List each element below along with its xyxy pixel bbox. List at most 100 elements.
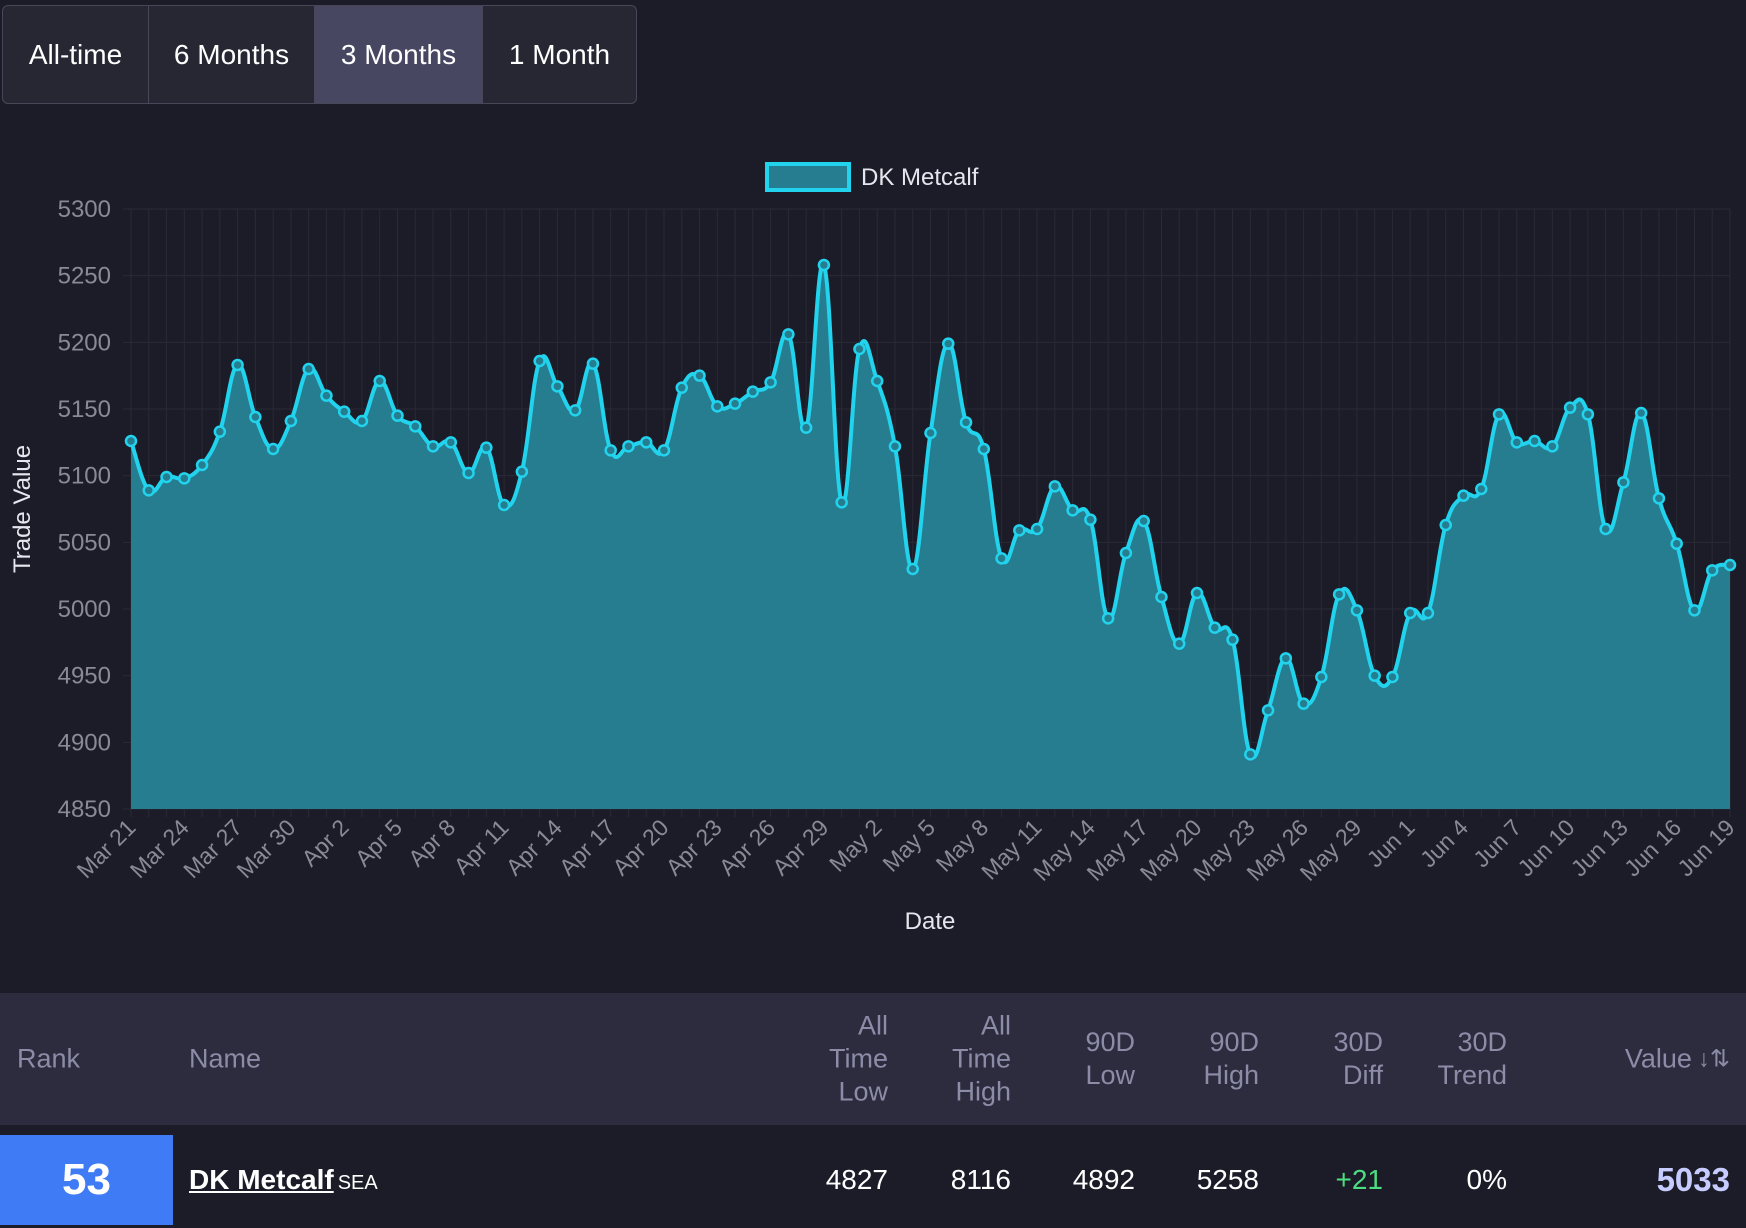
x-tick-label: Apr 17 [554, 814, 620, 880]
x-tick-label: Apr 23 [661, 814, 727, 880]
data-point [1581, 408, 1595, 421]
data-point [533, 354, 546, 368]
legend-label: DK Metcalf [861, 164, 979, 191]
data-point [391, 409, 404, 422]
data-point [337, 405, 351, 418]
data-point [1226, 633, 1239, 646]
x-tick-label: Mar 21 [72, 814, 141, 883]
data-point [1101, 612, 1115, 625]
data-point [1723, 558, 1737, 572]
table-header: Rank Name All Time Low All Time High 90D Low … [0, 993, 1746, 1125]
data-point [1155, 590, 1168, 604]
data-point [426, 440, 440, 453]
x-tick-label: Mar 30 [231, 814, 300, 883]
data-point [746, 385, 760, 398]
player-name-link[interactable]: DK Metcalf [189, 1164, 334, 1195]
data-point [1350, 604, 1364, 617]
data-point [1261, 704, 1275, 717]
data-point [1208, 621, 1222, 634]
data-point [1368, 669, 1381, 682]
data-point [195, 458, 209, 472]
header-all-time-low[interactable]: All Time Low [829, 1010, 888, 1107]
time-range-toggle: All-time 6 Months 3 Months 1 Month [2, 5, 637, 104]
y-axis-title: Trade Value [9, 445, 36, 573]
data-point [959, 416, 973, 429]
x-tick-label: Apr 2 [296, 814, 353, 871]
data-point [675, 381, 689, 394]
x-tick-label: Jun 13 [1566, 814, 1633, 881]
data-point [764, 376, 777, 389]
header-90d-low[interactable]: 90D Low [1085, 1027, 1135, 1090]
data-point [409, 420, 422, 433]
x-tick-label: Apr 14 [501, 814, 567, 880]
legend-swatch [765, 162, 851, 192]
trade-value: 5033 [1656, 1161, 1730, 1198]
x-tick-label: Jun 16 [1619, 814, 1686, 881]
player-cell: DK Metcalf SEA [189, 1135, 378, 1225]
y-tick-label: 5200 [58, 329, 111, 356]
data-point [355, 414, 369, 428]
x-tick-label: Jun 19 [1672, 814, 1739, 881]
data-point [1599, 522, 1612, 536]
data-point [657, 444, 671, 457]
data-point [1705, 564, 1719, 577]
data-point [1119, 546, 1133, 560]
x-tick-label: Jun 1 [1362, 814, 1420, 872]
x-tick-label: Apr 11 [449, 814, 514, 879]
trend-30d-value: 0% [1466, 1164, 1507, 1195]
header-value[interactable]: Value ↓⇅ [1624, 1043, 1730, 1074]
header-rank[interactable]: Rank [17, 1043, 81, 1074]
y-tick-label: 4900 [58, 729, 111, 756]
data-point [853, 342, 866, 356]
data-point [1172, 637, 1186, 650]
data-point [1403, 606, 1417, 620]
data-point [888, 440, 902, 453]
data-point [1546, 440, 1559, 453]
y-tick-label: 4950 [58, 663, 111, 690]
y-tick-label: 4850 [58, 796, 111, 823]
data-point [1190, 586, 1204, 600]
tab-1-month[interactable]: 1 Month [508, 38, 611, 70]
x-tick-label: Apr 26 [714, 814, 780, 880]
data-point [160, 470, 173, 484]
header-30d-diff[interactable]: 30D Diff [1333, 1027, 1383, 1090]
data-point [142, 484, 156, 497]
data-point [924, 426, 937, 440]
high-90d-value: 5258 [1196, 1164, 1259, 1195]
x-tick-label: May 5 [877, 814, 940, 877]
tab-6-months[interactable]: 6 Months [149, 6, 315, 103]
data-point [995, 552, 1008, 565]
diff-30d-value: +21 [1335, 1164, 1384, 1195]
data-point [1279, 652, 1293, 665]
data-point [373, 374, 386, 388]
data-point [1066, 504, 1079, 517]
y-tick-label: 5100 [58, 463, 111, 490]
data-point [1386, 670, 1399, 684]
header-30d-trend[interactable]: 30D Trend [1437, 1027, 1507, 1090]
y-tick-label: 5000 [58, 596, 111, 623]
data-point [1084, 513, 1097, 526]
data-point [231, 358, 244, 372]
data-point [1510, 436, 1524, 449]
data-point [1048, 480, 1062, 493]
data-point [284, 414, 298, 428]
data-point [515, 465, 529, 478]
data-point [249, 410, 262, 424]
all-time-high-value: 8116 [950, 1164, 1011, 1195]
data-point [977, 442, 991, 456]
data-point [817, 258, 831, 272]
data-point [213, 425, 227, 438]
x-tick-label: Mar 24 [125, 814, 194, 883]
header-all-time-high[interactable]: All Time High [952, 1010, 1011, 1107]
tab-3-months[interactable]: 3 Months [315, 6, 483, 103]
data-point [1563, 401, 1577, 414]
data-point [568, 404, 582, 417]
data-point [1688, 604, 1701, 617]
table-row[interactable]: 53 DK Metcalf SEA 4827 8116 4892 5258 +21… [0, 1135, 1746, 1225]
data-point [728, 397, 742, 410]
header-90d-high[interactable]: 90D High [1203, 1027, 1259, 1090]
tab-all-time[interactable]: All-time [3, 6, 149, 103]
sort-descending-icon[interactable]: ↓⇅ [1697, 1045, 1730, 1073]
data-point [906, 562, 919, 576]
header-name[interactable]: Name [189, 1043, 262, 1074]
